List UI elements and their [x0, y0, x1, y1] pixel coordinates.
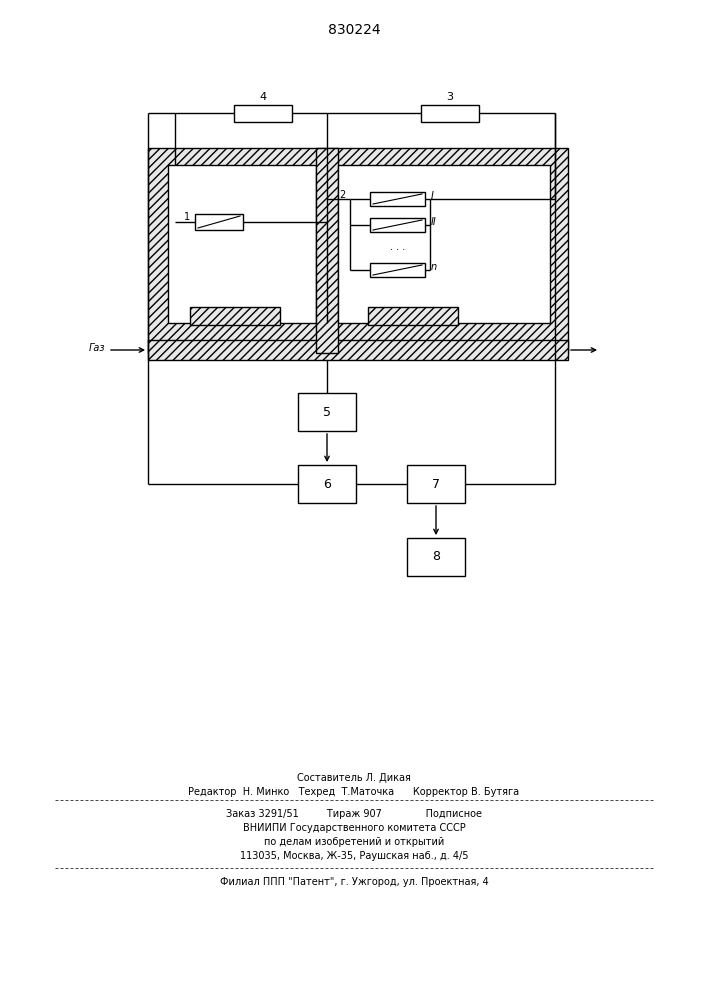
Text: 7: 7 [432, 478, 440, 490]
Text: II: II [431, 217, 437, 227]
Text: по делам изобретений и открытий: по делам изобретений и открытий [264, 837, 444, 847]
Text: 8: 8 [432, 550, 440, 564]
Bar [368, 307, 458, 325]
Bar [407, 538, 465, 576]
Text: 4: 4 [259, 93, 267, 103]
Bar [316, 148, 338, 353]
Text: 830224: 830224 [327, 23, 380, 37]
Text: 2: 2 [339, 190, 345, 200]
Text: Газ: Газ [88, 343, 105, 353]
Text: n: n [431, 262, 437, 272]
Text: Заказ 3291/51         Тираж 907              Подписное: Заказ 3291/51 Тираж 907 Подписное [226, 809, 482, 819]
Bar [370, 263, 425, 277]
Bar [168, 165, 316, 323]
Text: Редактор  Н. Минко   Техред  Т.Маточка      Корректор В. Бутяга: Редактор Н. Минко Техред Т.Маточка Корре… [189, 787, 520, 797]
Text: 5: 5 [323, 406, 331, 418]
Text: 6: 6 [323, 478, 331, 490]
Bar [190, 307, 280, 325]
Bar [195, 214, 243, 230]
Text: 3: 3 [447, 93, 453, 103]
Bar [370, 218, 425, 232]
Text: 1: 1 [184, 212, 190, 222]
Bar [407, 465, 465, 503]
Text: 113035, Москва, Ж-35, Раушская наб., д. 4/5: 113035, Москва, Ж-35, Раушская наб., д. … [240, 851, 468, 861]
Text: Составитель Л. Дикая: Составитель Л. Дикая [297, 773, 411, 783]
Bar [298, 465, 356, 503]
Text: ВНИИПИ Государственного комитета СССР: ВНИИПИ Государственного комитета СССР [243, 823, 465, 833]
Text: I: I [431, 191, 434, 201]
Bar [370, 192, 425, 206]
Text: . . .: . . . [390, 242, 405, 252]
Bar [148, 340, 568, 360]
Bar [298, 393, 356, 431]
Bar [421, 104, 479, 121]
Bar [234, 104, 292, 121]
Bar [338, 165, 550, 323]
Bar [148, 148, 568, 353]
Text: Филиал ППП "Патент", г. Ужгород, ул. Проектная, 4: Филиал ППП "Патент", г. Ужгород, ул. Про… [220, 877, 489, 887]
